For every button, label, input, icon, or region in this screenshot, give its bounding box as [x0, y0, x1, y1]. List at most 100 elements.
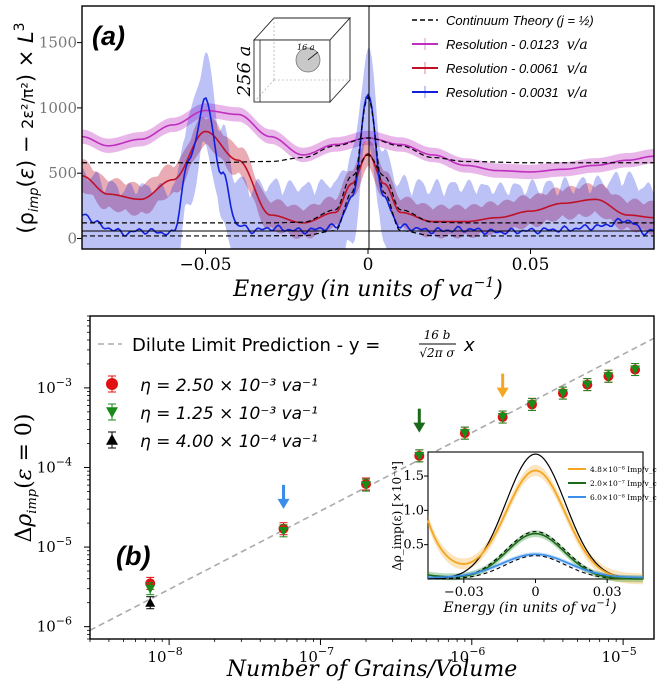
data-point	[361, 481, 372, 491]
fraction-denominator: √2π σ	[419, 346, 455, 360]
inset-y-tick-label: 1.5	[403, 469, 424, 484]
data-point	[497, 413, 508, 423]
theory-line-3	[82, 96, 654, 237]
inset-x-tick-label: 0.03	[593, 585, 622, 600]
band-2	[82, 48, 654, 249]
legend-dilute-x: x	[463, 335, 475, 356]
y-tick-label-a: 0	[67, 230, 77, 248]
dilute-limit-line	[90, 337, 654, 632]
y-axis-label-b: Δρimp(ε = 0)	[12, 413, 40, 542]
y-tick-label-a: 1000	[39, 99, 77, 117]
tick-exponent: −4	[56, 455, 72, 468]
inset-x-tick-label: 0	[531, 585, 539, 600]
inset-y-tick-label: 0.5	[403, 538, 424, 553]
legend-b: Dilute Limit Prediction - y = 16 b √2π σ x…	[98, 328, 475, 452]
y-axis-label-a: (ρimp(ε) − 2ε²/π²) × L3	[12, 22, 42, 233]
axis-ticks-a: −0.05 0 0.05 0 500 1000 1500	[39, 34, 550, 275]
inset-ticks: −0.03 0 0.03 0.5 1.0 1.5	[403, 469, 621, 600]
legend-marker	[106, 407, 118, 418]
y-tick-label-b: 10−6	[37, 615, 72, 636]
tick-exponent: −5	[56, 535, 72, 548]
x-axis-label-a: Energy (in units of va−1)	[232, 275, 503, 302]
legend-label-a: Resolution - 0.0031 v/a	[446, 85, 588, 101]
highlight-arrow-head	[413, 422, 426, 433]
data-point	[630, 365, 641, 375]
y-tick-label-b: 10−5	[37, 535, 72, 556]
inset-legend-label: 2.0×10⁻⁷ Imp/v_c	[590, 479, 657, 488]
inset-band-blue	[428, 552, 643, 580]
data-point	[582, 380, 593, 390]
legend-marker	[106, 434, 118, 445]
data-point	[459, 429, 470, 439]
inset-legend-label: 4.8×10⁻⁸ Imp/v_c	[590, 465, 657, 474]
x-tick-label-b: 10−8	[147, 645, 182, 666]
band-0	[82, 103, 654, 180]
x-tick-label-b: 10−5	[601, 645, 636, 666]
panel-label-a: (a)	[92, 21, 125, 51]
x-axis-label-b: Number of Grains/Volume	[226, 657, 518, 682]
legend-a: Continuum Theory (j = ½) Resolution - 0.0…	[412, 13, 594, 101]
legend-eta-label: η = 4.00 × 10⁻⁴ va⁻¹	[140, 432, 318, 452]
inset-curves	[427, 453, 644, 585]
legend-unit: v/a	[567, 37, 588, 53]
panel-label-b: (b)	[116, 541, 150, 571]
inset-y-label: Δρ_imp(ε) [×10⁻⁴]	[390, 461, 404, 571]
y-tick-label-b: 10−4	[37, 455, 72, 476]
tick-exponent: −3	[56, 376, 72, 389]
inset-band-green	[428, 530, 643, 583]
legend-unit: v/a	[567, 85, 588, 101]
legend-eta-label: η = 2.50 × 10⁻³ va⁻¹	[140, 376, 318, 396]
series-line-1	[82, 130, 654, 224]
cube-side-label: 256 a	[234, 46, 255, 98]
data-point	[557, 389, 568, 399]
uncertainty-bands	[82, 48, 654, 249]
legend-label-a: Resolution - 0.0061 v/a	[446, 61, 588, 77]
x-tick-label-a: 0.05	[512, 255, 550, 275]
tick-exponent: −5	[621, 645, 637, 658]
inset-curve-green	[427, 532, 644, 580]
data-point	[278, 526, 289, 536]
inset-plot: −0.03 0 0.03 0.5 1.0 1.5 4.8×10⁻⁸ Imp/v_c 2.0×…	[390, 451, 657, 616]
tick-exponent: −6	[56, 615, 72, 628]
band-1	[82, 117, 654, 239]
highlight-arrow-head	[496, 387, 509, 398]
sphere-label: 16 a	[297, 43, 315, 52]
y-tick-label-a: 1500	[39, 34, 77, 52]
legend-label-a: Continuum Theory (j = ½)	[446, 13, 594, 28]
data-point	[145, 584, 156, 594]
series-line-2	[82, 93, 654, 237]
inset-x-label: Energy (in units of va−1)	[442, 598, 616, 616]
panel-a: −0.05 0 0.05 0 500 1000 1500 (a) Energy (in un…	[12, 5, 655, 302]
x-tick-label-a: 0	[363, 255, 374, 275]
legend-label-a: Resolution - 0.0123 v/a	[446, 37, 588, 53]
y-tick-label-a: 500	[48, 164, 77, 182]
fraction-numerator: 16 b	[424, 328, 451, 342]
svg-text:Δρimp(ε = 0): Δρimp(ε = 0)	[12, 413, 40, 542]
series-lines	[82, 93, 654, 237]
inset-curve-blue	[427, 553, 644, 579]
inset-x-tick-label: −0.03	[444, 585, 484, 600]
tick-exponent: −6	[469, 645, 485, 658]
svg-text:(ρimp(ε) − 2ε²/π²) × L3: (ρimp(ε) − 2ε²/π²) × L3	[12, 22, 42, 233]
inset-theory-3	[427, 555, 644, 580]
tick-exponent: −8	[167, 645, 183, 658]
data-point	[145, 597, 156, 607]
inset-curve-orange	[427, 469, 644, 580]
inset-legend: 4.8×10⁻⁸ Imp/v_c 2.0×10⁻⁷ Imp/v_c 6.0×10⁻⁸…	[568, 465, 657, 502]
panel-b: 10−8 10−7 10−6 10−510−610−510−410−3 (b) Num…	[12, 315, 657, 682]
data-point	[414, 451, 425, 461]
legend-dilute-label: Dilute Limit Prediction - y =	[132, 335, 380, 356]
data-point	[527, 400, 538, 410]
inset-legend-label: 6.0×10⁻⁸ Imp/v_c	[590, 493, 657, 502]
scatter-data	[90, 337, 654, 632]
plot-frame-b	[89, 315, 655, 640]
legend-marker	[106, 378, 118, 390]
theory-line-4	[82, 137, 654, 164]
theory-line-5	[82, 154, 654, 224]
tick-exponent: −7	[318, 645, 334, 658]
y-tick-label-b: 10−3	[37, 376, 72, 397]
legend-unit: v/a	[567, 61, 588, 77]
dilute-fraction: 16 b √2π σ	[419, 328, 456, 360]
data-point	[603, 372, 614, 382]
